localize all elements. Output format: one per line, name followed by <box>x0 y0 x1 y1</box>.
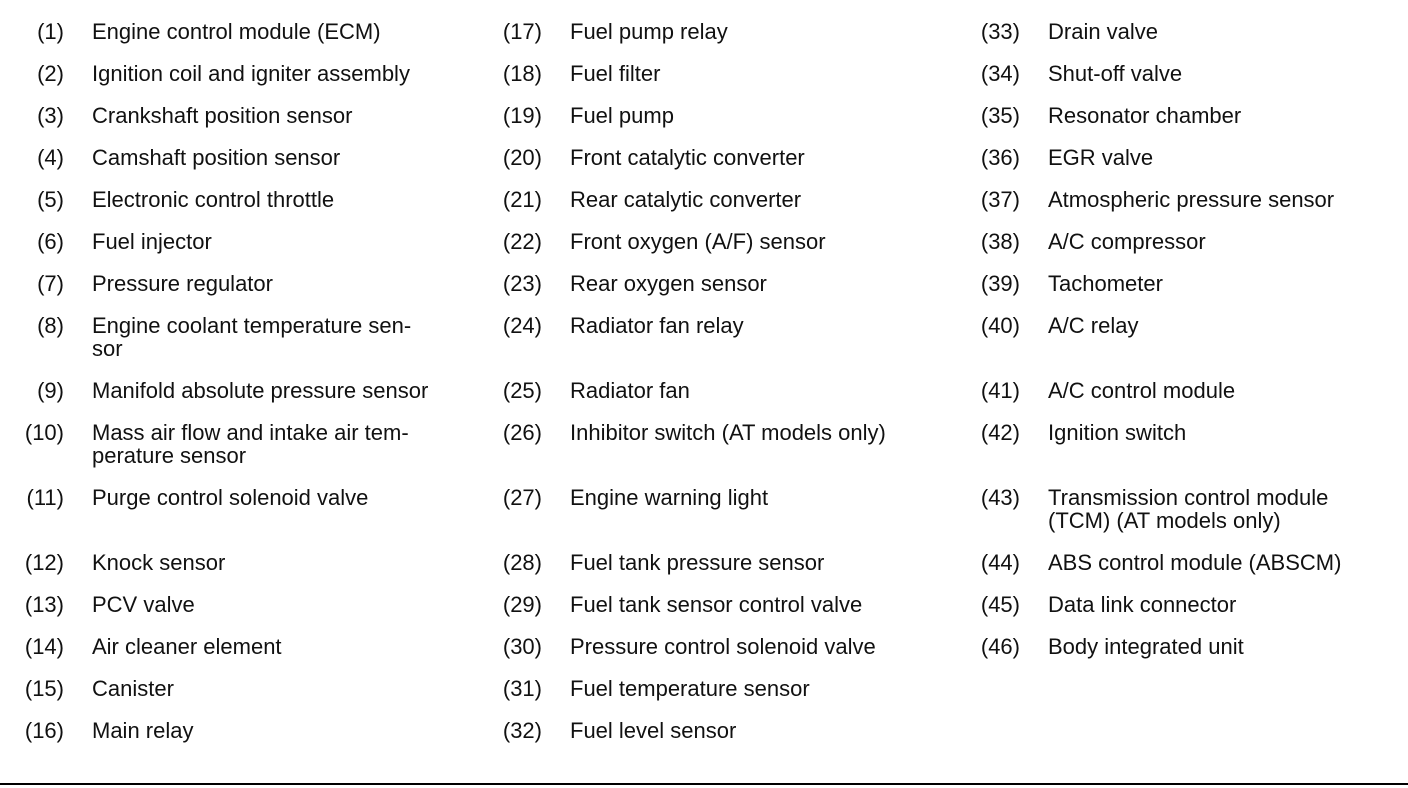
item-label: Fuel tank pressure sensor <box>570 550 825 575</box>
item-number: (36) <box>980 145 1020 170</box>
item-label: PCV valve <box>92 592 195 617</box>
item-label: Crankshaft position sensor <box>92 103 353 128</box>
item-number: (14) <box>24 634 64 659</box>
item-label: Main relay <box>92 718 194 743</box>
item-number: (20) <box>502 145 542 170</box>
item-label: Front catalytic converter <box>570 145 805 170</box>
item-number: (41) <box>980 378 1020 403</box>
item-label: Tachometer <box>1048 271 1163 296</box>
item-number: (10) <box>24 420 64 445</box>
item-number: (2) <box>37 61 64 86</box>
item-number: (18) <box>502 61 542 86</box>
item-number: (3) <box>37 103 64 128</box>
item-number: (43) <box>980 485 1020 510</box>
item-number: (25) <box>502 378 542 403</box>
item-label: Fuel injector <box>92 229 212 254</box>
item-number: (35) <box>980 103 1020 128</box>
item-label: Drain valve <box>1048 19 1159 44</box>
item-label: Fuel pump relay <box>570 19 728 44</box>
item-label: Canister <box>92 676 174 701</box>
item-number: (1) <box>37 19 64 44</box>
item-label: Rear catalytic converter <box>570 187 802 212</box>
item-label: Camshaft position sensor <box>92 145 341 170</box>
item-label: Electronic control throttle <box>92 187 335 212</box>
item-label: Manifold absolute pressure sensor <box>92 378 429 403</box>
item-label: Engine warning light <box>570 485 769 510</box>
bottom-rule <box>0 783 1408 785</box>
item-number: (40) <box>980 313 1020 338</box>
item-number: (16) <box>24 718 64 743</box>
item-number: (30) <box>502 634 542 659</box>
item-number: (23) <box>502 271 542 296</box>
item-label: Atmospheric pressure sensor <box>1048 187 1335 212</box>
item-label: Purge control solenoid valve <box>92 485 369 510</box>
item-number: (33) <box>980 19 1020 44</box>
item-number: (39) <box>980 271 1020 296</box>
item-number: (46) <box>980 634 1020 659</box>
item-number: (29) <box>502 592 542 617</box>
item-label: Inhibitor switch (AT models only) <box>570 420 886 445</box>
item-number: (6) <box>37 229 64 254</box>
item-number: (4) <box>37 145 64 170</box>
item-number: (8) <box>37 313 64 338</box>
item-number: (42) <box>980 420 1020 445</box>
item-label: Ignition coil and igniter assembly <box>92 61 410 86</box>
legend-grid: (1) Engine control module (ECM) (17) Fuel p… <box>6 20 1402 742</box>
item-number: (5) <box>37 187 64 212</box>
item-label: Air cleaner element <box>92 634 282 659</box>
item-label: Radiator fan <box>570 378 690 403</box>
item-label: Engine coolant temperature sen- sor <box>92 313 412 361</box>
item-label: Mass air flow and intake air tem- peratu… <box>92 420 409 468</box>
item-number: (24) <box>502 313 542 338</box>
item-label: A/C compressor <box>1048 229 1206 254</box>
item-label: Transmission control module (TCM) (AT mo… <box>1048 485 1329 533</box>
item-label: Fuel temperature sensor <box>570 676 810 701</box>
item-label: Fuel filter <box>570 61 661 86</box>
item-number: (13) <box>24 592 64 617</box>
item-label: Pressure control solenoid valve <box>570 634 876 659</box>
item-number: (15) <box>24 676 64 701</box>
item-number: (26) <box>502 420 542 445</box>
item-number: (12) <box>24 550 64 575</box>
item-label: Rear oxygen sensor <box>570 271 767 296</box>
item-label: A/C relay <box>1048 313 1139 338</box>
item-number <box>962 719 1020 742</box>
item-label <box>1020 677 1402 700</box>
item-label <box>1020 719 1402 742</box>
item-number: (34) <box>980 61 1020 86</box>
item-number: (21) <box>502 187 542 212</box>
item-number: (11) <box>26 485 65 510</box>
item-number: (9) <box>37 378 64 403</box>
item-number: (31) <box>502 676 542 701</box>
item-number: (22) <box>502 229 542 254</box>
item-number: (28) <box>502 550 542 575</box>
item-label: Fuel level sensor <box>570 718 737 743</box>
item-label: Knock sensor <box>92 550 226 575</box>
item-number: (17) <box>502 19 542 44</box>
item-number: (32) <box>502 718 542 743</box>
item-label: Ignition switch <box>1048 420 1187 445</box>
item-label: Front oxygen (A/F) sensor <box>570 229 826 254</box>
item-label: Data link connector <box>1048 592 1237 617</box>
item-number: (7) <box>37 271 64 296</box>
item-label: Body integrated unit <box>1048 634 1244 659</box>
item-label: Pressure regulator <box>92 271 273 296</box>
item-number <box>962 677 1020 700</box>
item-number: (44) <box>980 550 1020 575</box>
item-number: (27) <box>502 485 542 510</box>
item-label: Engine control module (ECM) <box>92 19 381 44</box>
item-label: Shut-off valve <box>1048 61 1183 86</box>
item-number: (19) <box>502 103 542 128</box>
item-label: Fuel pump <box>570 103 674 128</box>
item-number: (37) <box>980 187 1020 212</box>
item-number: (45) <box>980 592 1020 617</box>
item-label: Resonator chamber <box>1048 103 1242 128</box>
item-number: (38) <box>980 229 1020 254</box>
item-label: ABS control module (ABSCM) <box>1048 550 1342 575</box>
item-label: Radiator fan relay <box>570 313 744 338</box>
item-label: Fuel tank sensor control valve <box>570 592 863 617</box>
item-label: A/C control module <box>1048 378 1236 403</box>
item-label: EGR valve <box>1048 145 1154 170</box>
